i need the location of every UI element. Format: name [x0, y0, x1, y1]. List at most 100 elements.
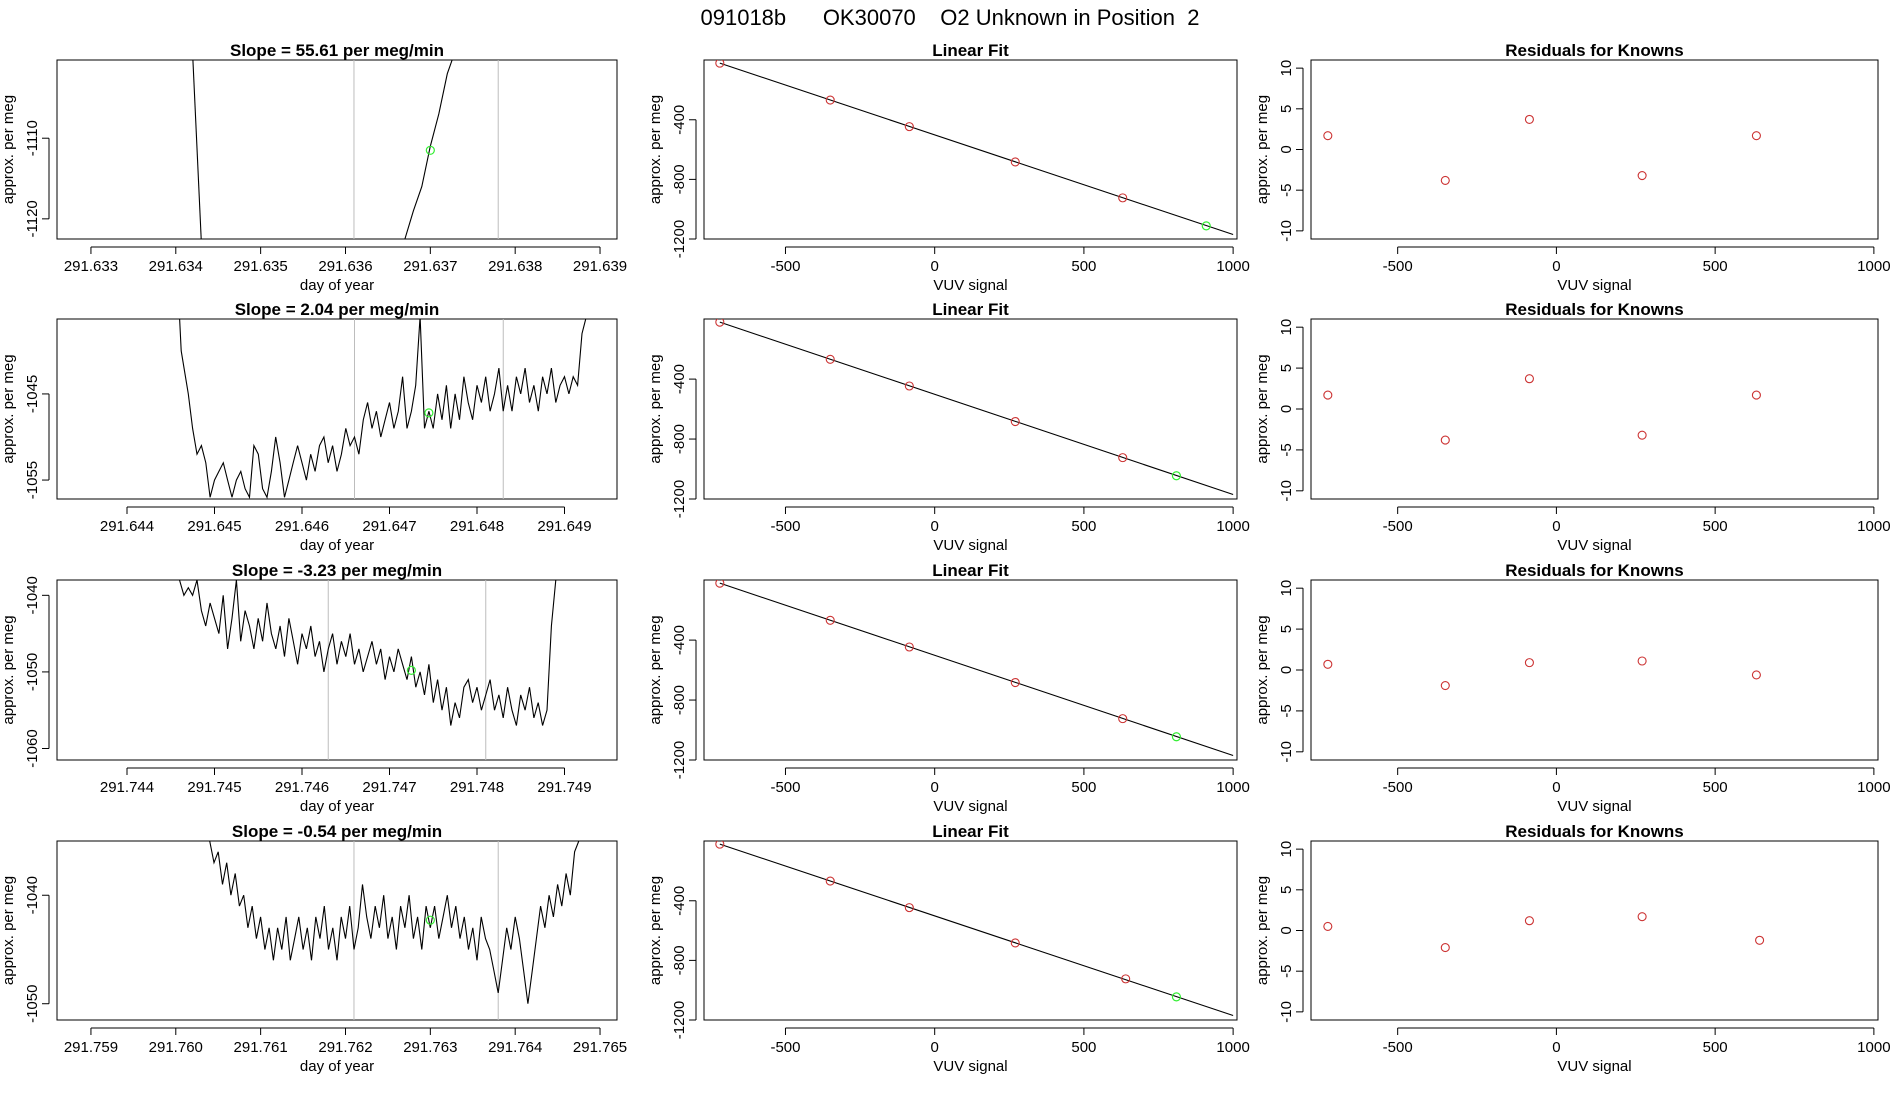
x-tick-label: 291.649 [537, 518, 591, 535]
x-tick-label: -500 [1383, 779, 1413, 796]
plot-title: Residuals for Knowns [1505, 300, 1684, 319]
x-tick-label: 0 [931, 258, 939, 275]
x-tick-label: 500 [1071, 1039, 1096, 1056]
known-point [1524, 916, 1534, 926]
known-point [1010, 416, 1020, 427]
known-point [715, 319, 725, 327]
known-point [1524, 374, 1534, 384]
x-axis-label: VUV signal [933, 1058, 1007, 1075]
y-tick-label: -1200 [671, 1001, 688, 1039]
known-point [1755, 935, 1765, 945]
fit-line [719, 321, 1234, 496]
y-tick-label: 5 [1278, 364, 1295, 372]
x-tick-label: -500 [1383, 518, 1413, 535]
y-axis-label: approx. per meg [0, 354, 17, 463]
panel-2: Slope = 2.04 per meg/min 291.644 291.645 29… [0, 300, 618, 554]
y-tick-label: -400 [671, 625, 688, 655]
x-tick-label: -500 [770, 779, 800, 796]
x-tick-label: 291.764 [488, 1039, 542, 1056]
known-point [1323, 659, 1333, 669]
x-tick-label: 1000 [1857, 258, 1890, 275]
x-tick-label: -500 [1383, 258, 1413, 275]
y-tick-label: 0 [1278, 926, 1295, 934]
y-tick-label: -1060 [24, 729, 41, 767]
known-point [1440, 680, 1450, 691]
plot-frame [56, 579, 618, 761]
x-tick-label: 291.761 [234, 1039, 288, 1056]
panel-12: Residuals for Knowns -500 0 500 1000 VUV sign… [1254, 822, 1891, 1075]
x-tick-label: 1000 [1216, 779, 1249, 796]
y-tick-label: -1200 [671, 220, 688, 258]
plot-title: Slope = 2.04 per meg/min [235, 300, 440, 319]
plot-title: Residuals for Knowns [1505, 822, 1684, 841]
y-tick-label: -10 [1278, 480, 1295, 502]
known-point [715, 580, 725, 588]
signal-trace [178, 580, 557, 726]
y-tick-label: -800 [671, 424, 688, 454]
x-tick-label: 291.638 [488, 258, 542, 275]
signal-trace [192, 60, 202, 239]
known-point [904, 903, 914, 913]
x-tick-label: 291.634 [149, 258, 203, 275]
y-tick-label: -1120 [24, 200, 41, 237]
known-point [1118, 453, 1128, 463]
plot-area [715, 319, 1234, 496]
y-tick-label: 10 [1278, 841, 1295, 858]
y-tick-label: 5 [1278, 105, 1295, 113]
x-tick-label: 1000 [1216, 518, 1249, 535]
y-tick-label: -1050 [24, 653, 41, 691]
plot-title: Linear Fit [932, 41, 1009, 60]
plot-area [209, 841, 580, 1020]
plot-frame [1310, 579, 1879, 761]
y-tick-label: -400 [671, 364, 688, 394]
y-tick-label: 0 [1278, 145, 1295, 153]
x-tick-label: 291.745 [187, 779, 241, 796]
known-point [715, 841, 725, 849]
x-axis-label: VUV signal [1557, 798, 1631, 815]
x-tick-label: 500 [1071, 779, 1096, 796]
plot-frame [703, 318, 1238, 500]
panel-1: Slope = 55.61 per meg/min 291.633 291.634 2… [0, 41, 627, 294]
x-tick-label: -500 [770, 1039, 800, 1056]
x-tick-label: 0 [1552, 518, 1560, 535]
x-axis-label: VUV signal [1557, 277, 1631, 294]
y-tick-label: -400 [671, 105, 688, 135]
x-tick-label: -500 [770, 518, 800, 535]
plot-title: Residuals for Knowns [1505, 561, 1684, 580]
x-tick-label: 291.645 [187, 518, 241, 535]
unknown-point [406, 665, 416, 675]
plot-title: Slope = -0.54 per meg/min [232, 822, 442, 841]
x-axis-label: VUV signal [933, 277, 1007, 294]
known-point [1440, 943, 1450, 953]
known-point [904, 122, 914, 132]
known-point [1118, 714, 1128, 724]
known-point [1751, 131, 1761, 141]
plot-frame [703, 840, 1238, 1021]
plot-frame [56, 59, 618, 240]
y-axis-label: approx. per meg [647, 615, 664, 724]
y-tick-label: -800 [671, 685, 688, 715]
x-tick-label: 291.759 [64, 1039, 118, 1056]
x-tick-label: -500 [770, 258, 800, 275]
known-point [904, 642, 914, 652]
known-point [825, 95, 835, 105]
x-tick-label: 291.648 [450, 518, 504, 535]
unknown-point [425, 915, 435, 925]
plot-area [1323, 656, 1761, 691]
plot-area [715, 841, 1234, 1017]
known-point [1440, 175, 1450, 185]
known-point [825, 615, 835, 625]
known-point [1323, 390, 1333, 400]
x-axis-label: VUV signal [1557, 537, 1631, 554]
plot-title: Linear Fit [932, 300, 1009, 319]
x-tick-label: 291.744 [100, 779, 154, 796]
known-point [1010, 677, 1020, 688]
plot-area [192, 60, 499, 239]
x-tick-label: 0 [1552, 258, 1560, 275]
x-tick-label: 291.746 [275, 779, 329, 796]
x-tick-label: 291.760 [149, 1039, 203, 1056]
plot-frame [1310, 59, 1879, 240]
y-tick-label: -1040 [24, 876, 41, 914]
y-tick-label: 0 [1278, 666, 1295, 674]
